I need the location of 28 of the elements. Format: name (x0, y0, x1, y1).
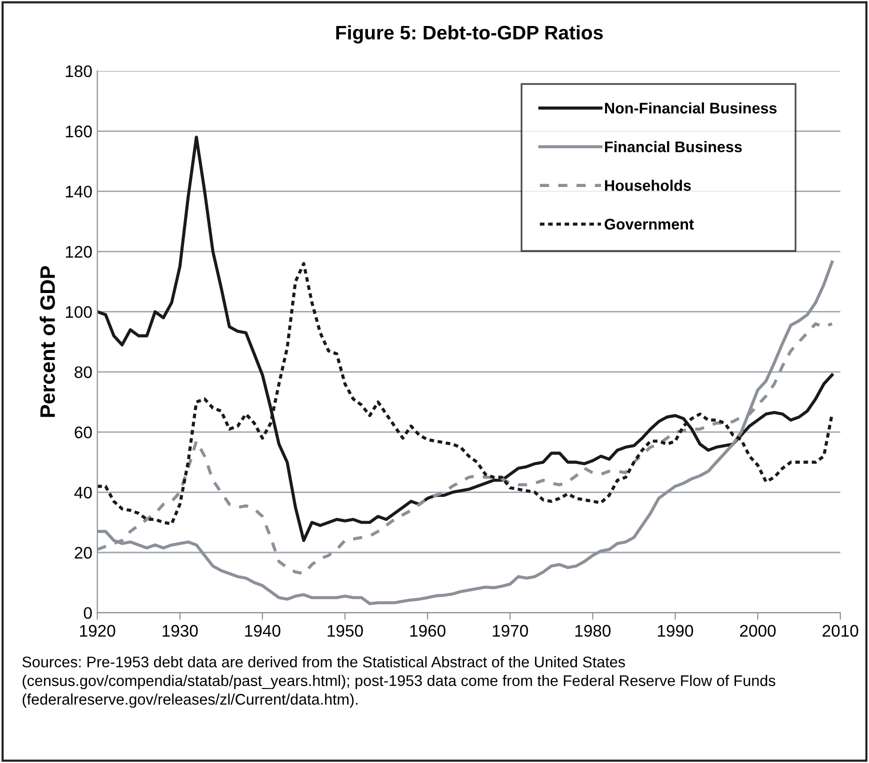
legend-label: Government (604, 218, 694, 230)
y-axis-title: Percent of GDP (40, 266, 55, 417)
y-tick-label: 20 (74, 546, 92, 559)
legend-label: Non-Financial Business (605, 102, 777, 114)
x-tick-label: 1980 (575, 624, 611, 637)
y-tick-label: 40 (74, 486, 92, 499)
x-tick-label: 1950 (328, 624, 363, 637)
x-tick-label: 1970 (492, 624, 528, 637)
y-tick-label: 60 (74, 426, 92, 438)
y-tick-label: 0 (84, 607, 92, 619)
x-tick-label: 1940 (245, 624, 280, 637)
y-tick-label: 120 (66, 246, 92, 258)
x-tick-label: 1920 (80, 624, 116, 637)
y-tick-label: 180 (66, 65, 92, 78)
legend-label: Financial Business (605, 141, 742, 152)
x-tick-label: 1960 (410, 624, 446, 637)
x-tick-label: 2010 (822, 624, 858, 637)
y-tick-label: 140 (66, 186, 92, 198)
x-tick-label: 1990 (658, 624, 694, 637)
legend-label: Households (605, 180, 691, 191)
y-tick-label: 80 (74, 366, 92, 378)
line-series (97, 136, 834, 542)
x-tick-label: 1930 (162, 624, 198, 637)
source-note: Sources: Pre-1953 debt data are derived from the Statistical Abstract of the United States (census.gov/compendia/statab/past_years.html); post-1953 data come from the Federal Reserve Flow of Funds (federalreserve.gov/releases/zl/Current/data.htm). (22, 656, 776, 708)
chart-title: Figure 5: Debt-to-GDP Ratios (336, 25, 603, 44)
y-tick-label: 160 (66, 126, 92, 138)
x-tick-label: 2000 (740, 624, 776, 637)
y-tick-label: 100 (66, 306, 92, 318)
